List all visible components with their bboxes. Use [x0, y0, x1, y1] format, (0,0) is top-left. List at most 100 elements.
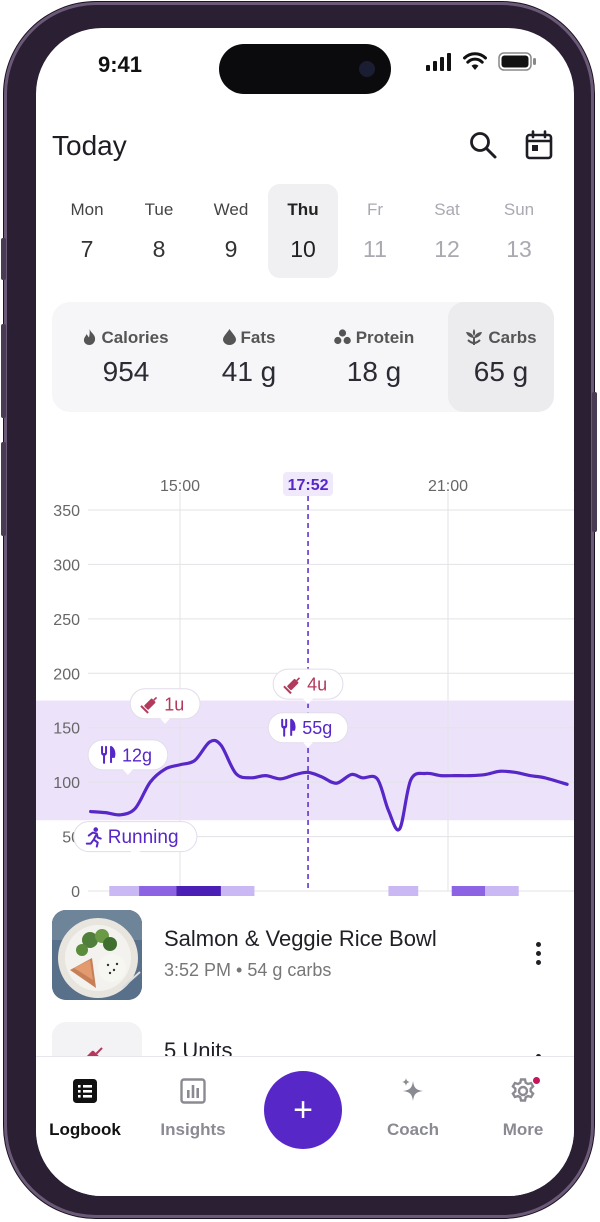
tab-bar: Logbook Insights + Coach — [36, 1056, 574, 1196]
y-tick-label: 300 — [53, 557, 80, 574]
calendar-icon[interactable] — [524, 130, 554, 160]
macro-label: Calories — [101, 328, 169, 347]
tab-more[interactable]: More — [468, 1077, 574, 1140]
y-tick-label: 150 — [53, 721, 80, 738]
current-time-chip — [283, 472, 334, 496]
drop-icon — [222, 329, 236, 345]
volume-down-button — [1, 442, 6, 536]
insulin-annotation[interactable]: 1u — [129, 688, 201, 724]
y-tick-label: 200 — [53, 666, 80, 683]
macro-fats[interactable]: Fats 41 g — [194, 302, 304, 412]
notification-dot — [533, 1077, 540, 1084]
gear-icon — [511, 1078, 535, 1102]
meal-photo[interactable] — [52, 910, 142, 1000]
y-tick-label: 100 — [53, 775, 80, 792]
day-date: 9 — [224, 236, 238, 262]
fork-knife-icon — [101, 745, 116, 764]
cellular-signal-icon — [426, 53, 451, 71]
bar-chart-icon — [180, 1078, 206, 1104]
day-sat[interactable]: Sat 12 — [412, 184, 482, 278]
status-time: 9:41 — [98, 52, 143, 77]
day-date: 10 — [290, 236, 316, 262]
macro-protein[interactable]: Protein 18 g — [306, 302, 442, 412]
tab-label: Logbook — [49, 1120, 121, 1139]
annotation-pointer — [122, 769, 133, 775]
current-time-label: 17:52 — [288, 477, 329, 494]
meal-meta: 3:52 PM • 54 g carbs — [164, 960, 332, 980]
tab-label: More — [502, 1120, 544, 1139]
meal-menu-button[interactable] — [528, 940, 548, 970]
carbs-annotation[interactable]: 55g — [267, 712, 349, 748]
day-name: Wed — [213, 200, 249, 219]
carbs-annotation[interactable]: 12g — [87, 739, 169, 775]
syringe-icon — [140, 696, 158, 714]
add-entry-button[interactable]: + — [264, 1071, 342, 1149]
power-button — [592, 392, 597, 532]
annotation-label: 4u — [307, 675, 327, 695]
tab-coach[interactable]: Coach — [358, 1077, 468, 1140]
dynamic-island — [219, 44, 391, 94]
y-tick-label: 250 — [53, 612, 80, 629]
meal-photo-image — [52, 910, 142, 1000]
activity-bar — [388, 886, 419, 896]
tab-logbook[interactable]: Logbook — [36, 1077, 140, 1140]
macro-label: Protein — [355, 328, 415, 347]
page-title: Today — [52, 130, 127, 161]
day-name: Sun — [503, 200, 535, 219]
annotation-pointer — [130, 851, 141, 857]
annotation-label: 1u — [164, 694, 184, 714]
day-date: 7 — [80, 236, 94, 262]
day-thu[interactable]: Thu 10 — [268, 184, 338, 278]
macro-calories[interactable]: Calories 954 — [60, 302, 192, 412]
annotation-label: Running — [108, 827, 179, 848]
annotation-label: 55g — [302, 718, 332, 738]
day-wed[interactable]: Wed 9 — [196, 184, 266, 278]
day-sun[interactable]: Sun 13 — [484, 184, 554, 278]
meal-title[interactable]: Salmon & Veggie Rice Bowl — [164, 926, 437, 951]
macro-value: 18 g — [346, 356, 402, 387]
activity-bar — [109, 886, 140, 896]
macros-summary: Calories 954 Fats 41 g Protein 18 g Carb… — [52, 302, 554, 412]
activity-annotation[interactable]: Running — [73, 821, 198, 857]
sprout-icon — [466, 329, 483, 345]
tab-label: Coach — [387, 1120, 439, 1139]
day-date: 11 — [363, 236, 387, 262]
activity-bar — [176, 886, 221, 896]
y-tick-label: 350 — [53, 503, 80, 520]
sparkle-icon — [402, 1078, 423, 1101]
tab-insights[interactable]: Insights — [138, 1077, 248, 1140]
day-fri[interactable]: Fr 11 — [340, 184, 410, 278]
logbook-icon — [73, 1079, 97, 1103]
macro-carbs[interactable]: Carbs 65 g — [448, 302, 554, 412]
macro-value: 41 g — [221, 356, 277, 387]
day-date: 8 — [152, 236, 166, 262]
plus-icon: + — [293, 1091, 313, 1129]
insulin-annotation[interactable]: 4u — [272, 668, 344, 705]
activity-bar — [485, 886, 519, 896]
day-tue[interactable]: Tue 8 — [124, 184, 194, 278]
activity-bar — [139, 886, 177, 896]
screen: 9:41 Today Mo — [36, 28, 574, 1196]
annotation-pointer — [160, 718, 171, 724]
macro-value: 954 — [102, 356, 150, 387]
annotation-pointer — [303, 698, 314, 705]
day-date: 12 — [434, 236, 460, 262]
annotation-label: 12g — [122, 745, 152, 765]
syringe-icon — [283, 677, 301, 695]
silent-switch — [1, 238, 6, 280]
macro-label: Fats — [240, 328, 276, 347]
flame-icon — [84, 329, 96, 345]
x-tick-label: 15:00 — [160, 478, 200, 495]
day-mon[interactable]: Mon 7 — [52, 184, 122, 278]
day-name: Fr — [366, 200, 384, 219]
search-icon[interactable] — [468, 130, 498, 160]
day-date: 13 — [506, 236, 532, 262]
activity-bar — [451, 886, 486, 896]
day-name: Thu — [287, 200, 319, 219]
fork-knife-icon — [281, 718, 296, 737]
x-tick-label: 21:00 — [428, 478, 468, 495]
glucose-line — [89, 738, 569, 832]
macro-value: 65 g — [473, 356, 529, 387]
